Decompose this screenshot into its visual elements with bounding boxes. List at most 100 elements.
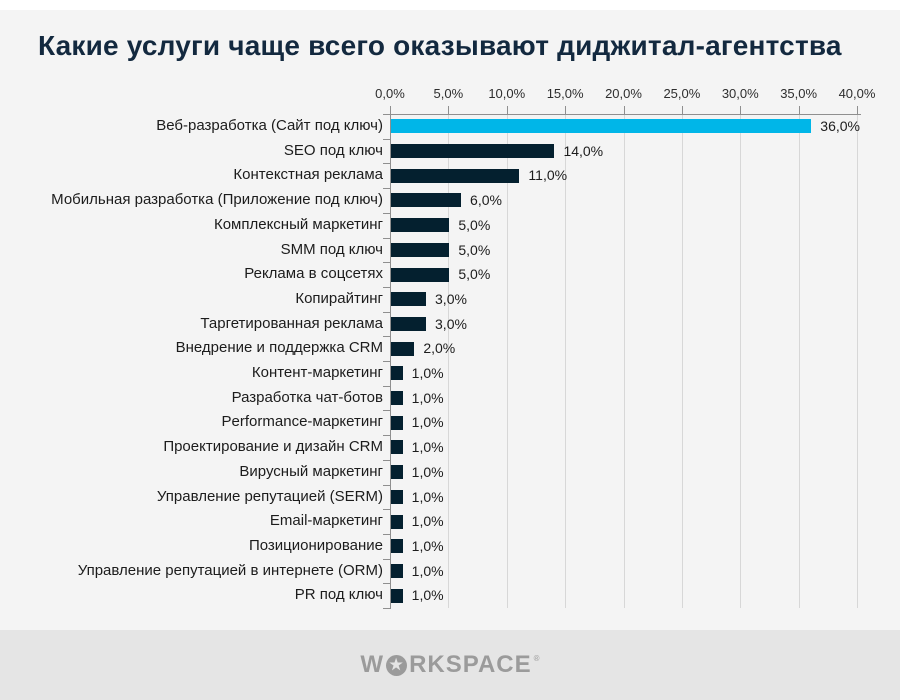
category-label: Разработка чат-ботов [231,388,383,406]
y-axis-tick [383,336,390,338]
x-axis-tick-label: 40,0% [838,86,876,101]
y-axis-tick [383,114,390,115]
category-label: Email-маркетинг [269,512,383,530]
bar-chart: 0,0% 5,0% 10,0% 15,0% 20,0% 25,0% 30,0% 35,0% 40… [51,86,876,609]
x-gridline [798,114,800,608]
bar [391,440,403,455]
x-axis-tick [681,106,683,114]
x-axis-tick-label: 0,0% [375,86,405,101]
y-axis-tick [383,262,390,264]
bar [391,465,403,480]
bar-value-label: 3,0% [435,315,467,332]
bar [391,539,403,554]
y-axis-tick [383,361,390,362]
x-axis-tick [390,106,391,114]
top-strip [0,0,900,10]
bar-value-label: 1,0% [411,587,444,604]
bar [391,119,812,134]
y-axis-tick [383,608,390,609]
bar [391,168,520,183]
bar [391,316,427,331]
bar [391,242,450,257]
bar-value-label: 2,0% [423,340,456,357]
category-label: Performance-маркетинг [221,413,383,431]
bar [391,563,403,578]
bar-value-label: 5,0% [458,241,491,258]
x-axis-tick [623,106,625,114]
category-label: PR под ключ [294,586,383,604]
y-axis-tick [383,188,390,190]
x-axis-tick [857,106,858,114]
y-axis-tick [383,311,390,313]
bar-value-label: 11,0% [528,167,568,184]
bar-value-label: 1,0% [411,414,444,431]
bar [391,366,403,381]
workspace-logo: W ★ RKSPACE ® [360,653,539,677]
bar [391,391,403,406]
category-label: Контекстная реклама [233,166,383,184]
bar-value-label: 1,0% [411,513,444,530]
x-axis-tick [506,106,508,114]
bar [391,588,403,603]
y-axis-tick [383,583,390,585]
bar-value-label: 1,0% [411,562,444,579]
x-axis-tick-label: 30,0% [721,86,759,101]
bar [391,292,427,307]
bar-value-label: 1,0% [411,389,444,406]
y-axis-tick [383,435,390,437]
registered-mark: ® [533,654,540,663]
category-label: SEO под ключ [283,141,383,159]
bar-value-label: 14,0% [563,142,604,159]
x-gridline [623,114,625,608]
category-label: Контент-маркетинг [251,364,383,381]
x-axis-tick-label: 5,0% [433,86,464,101]
bar-value-label: 1,0% [411,537,444,554]
x-gridline [506,114,508,608]
y-axis-tick [383,237,390,239]
bar [391,415,403,430]
category-label: Копирайтинг [295,289,383,307]
y-axis-tick [383,484,390,486]
chart-title: Какие услуги чаще всего оказывают диджит… [38,30,842,61]
x-axis-tick-label: 25,0% [663,86,701,101]
y-axis-tick [383,533,390,535]
x-gridline [681,114,683,608]
bar-value-label: 3,0% [435,290,467,307]
y-axis-tick [383,212,390,214]
y-axis-tick [383,558,390,560]
x-axis-tick [798,106,800,114]
category-label: Вирусный маркетинг [239,462,383,480]
category-label: SMM под ключ [280,240,383,258]
x-axis-tick-label: 15,0% [546,86,584,101]
y-axis-tick [383,286,390,288]
x-axis-tick [448,106,450,114]
y-axis-line [390,114,391,609]
bar-value-label: 1,0% [411,488,444,505]
bar [391,144,555,159]
x-gridline [448,114,450,608]
bar [391,341,415,356]
x-axis-line [390,114,861,115]
bar-value-label: 36,0% [820,118,860,134]
category-label: Позиционирование [248,536,383,554]
category-label: Реклама в соцсетях [244,265,383,283]
bar-value-label: 5,0% [458,266,491,283]
category-label: Управление репутацией (SERM) [156,487,383,505]
bar-value-label: 5,0% [458,216,491,233]
category-label: Веб-разработка (Сайт под ключ) [156,117,383,134]
x-axis-tick-label: 20,0% [605,86,642,101]
y-axis-tick [383,163,390,165]
category-label: Таргетированная реклама [200,314,383,332]
category-label: Проектирование и дизайн CRM [163,438,383,456]
x-gridline [565,114,567,608]
bar [391,489,403,504]
footer: W ★ RKSPACE ® [0,630,900,700]
bar-value-label: 1,0% [411,365,444,381]
bar [391,193,462,208]
x-axis-tick-label: 35,0% [780,86,818,101]
y-axis-tick [383,385,390,387]
x-gridline [857,114,858,608]
x-gridline [740,114,742,608]
category-label: Управление репутацией в интернете (ORM) [77,561,383,579]
